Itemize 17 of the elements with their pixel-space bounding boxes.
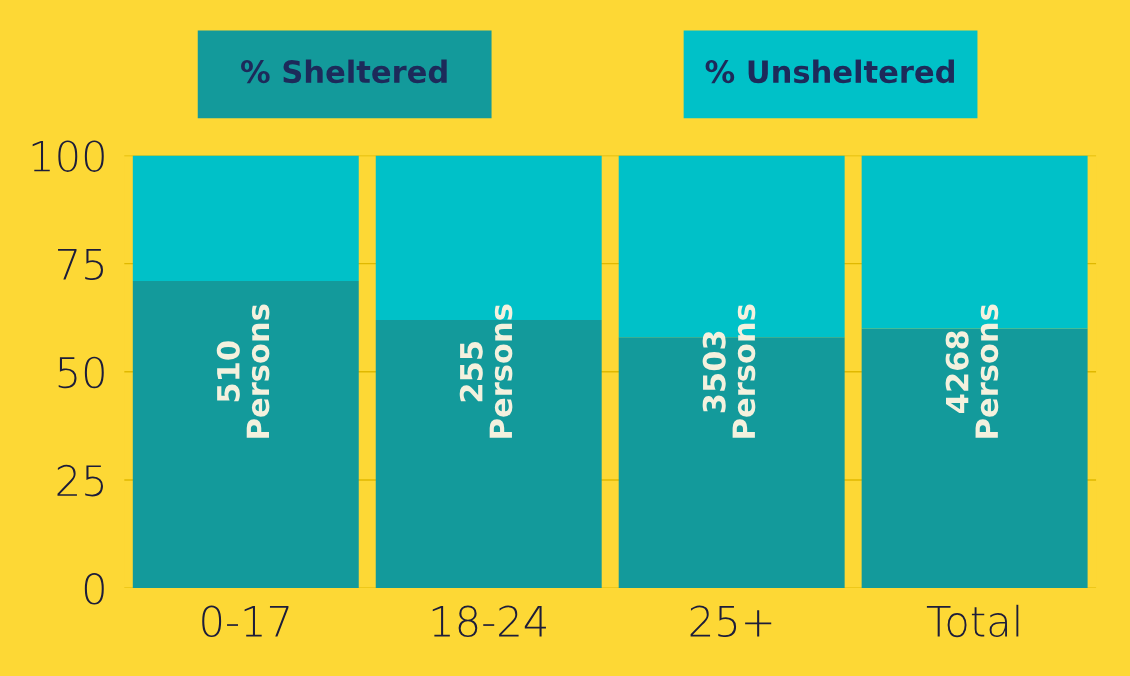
x-tick-label: 18-24	[432, 605, 546, 638]
y-tick-label: 75	[58, 249, 103, 281]
y-tick-label: 100	[32, 140, 104, 172]
x-tick-label: Total	[926, 604, 1019, 638]
text: % Unsheltered	[705, 59, 954, 84]
annotation: 255 Persons	[459, 304, 513, 438]
y-tick-label: 0	[84, 573, 104, 605]
annotation: 510 Persons	[216, 304, 270, 438]
x-tick-label: 25+	[690, 605, 772, 638]
y-tick-label: 50	[58, 356, 104, 389]
x-tick-label: 0-17	[202, 605, 289, 638]
text: % Sheltered	[241, 59, 447, 84]
annotation: 4268 Persons	[945, 304, 999, 438]
bar	[132, 280, 359, 589]
y-tick-label: 25	[57, 464, 103, 497]
annotation: 3503 Persons	[702, 304, 756, 438]
bar	[132, 155, 359, 281]
